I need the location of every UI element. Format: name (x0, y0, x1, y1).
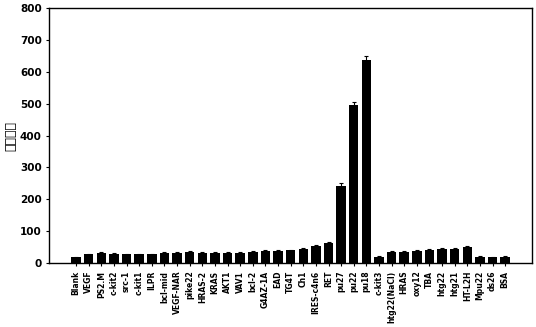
Bar (299, 249, 308, 263)
Bar (437, 249, 447, 263)
Bar (96, 252, 106, 263)
Bar (324, 243, 333, 263)
Bar (450, 249, 459, 263)
Bar (475, 257, 485, 263)
Bar (286, 250, 295, 263)
Bar (185, 252, 195, 263)
Bar (349, 105, 359, 263)
Bar (374, 257, 384, 263)
Bar (71, 257, 81, 263)
Bar (135, 254, 144, 263)
Bar (488, 257, 497, 263)
Bar (84, 254, 93, 263)
Bar (311, 246, 321, 263)
Bar (425, 250, 434, 263)
Bar (173, 253, 182, 263)
Bar (198, 253, 207, 263)
Bar (387, 252, 396, 263)
Bar (501, 257, 510, 263)
Bar (362, 60, 371, 263)
Bar (160, 253, 169, 263)
Y-axis label: 荧光强度: 荧光强度 (4, 121, 17, 151)
Bar (223, 252, 232, 263)
Bar (463, 247, 472, 263)
Bar (235, 253, 245, 263)
Bar (210, 252, 220, 263)
Bar (399, 252, 409, 263)
Bar (147, 254, 157, 263)
Bar (109, 253, 118, 263)
Bar (273, 251, 283, 263)
Bar (337, 186, 346, 263)
Bar (260, 251, 270, 263)
Bar (248, 252, 257, 263)
Bar (412, 251, 422, 263)
Bar (122, 254, 131, 263)
